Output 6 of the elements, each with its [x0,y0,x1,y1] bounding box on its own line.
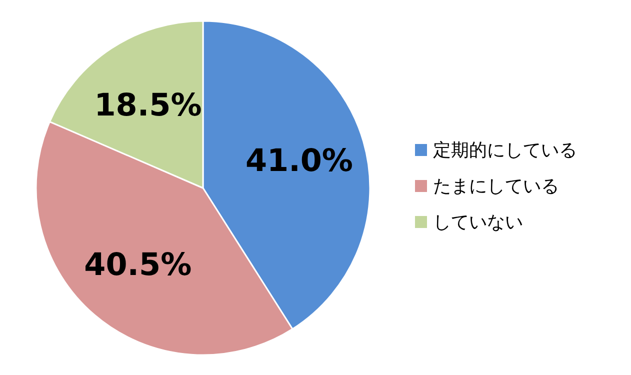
data-label: 40.5% [84,247,192,284]
data-label: 18.5% [94,87,202,124]
data-label: 41.0% [245,143,353,180]
legend-label: 定期的にしている [433,140,577,161]
legend-label: していない [433,212,523,233]
legend-label: たまにしている [433,176,559,197]
